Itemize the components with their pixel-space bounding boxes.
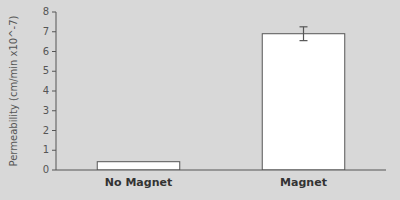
y-tick-label: 0 (43, 164, 49, 175)
y-tick (52, 91, 56, 92)
chart-container: 0 1 2 3 4 5 6 7 8 No Magnet Magnet Permeability (cm… (0, 0, 400, 200)
y-tick (52, 12, 56, 13)
y-tick (52, 51, 56, 52)
y-tick (52, 130, 56, 131)
x-tick-label: Magnet (280, 176, 327, 189)
y-tick (52, 150, 56, 151)
y-axis-line (56, 12, 57, 170)
y-axis-label: Permeability (cm/min x10^-7) (8, 15, 19, 166)
bars (97, 27, 345, 170)
chart-svg: 0 1 2 3 4 5 6 7 8 No Magnet Magnet Permeability (cm… (0, 0, 400, 200)
error-bar (300, 27, 308, 41)
y-tick-label: 8 (43, 6, 49, 17)
y-tick-label: 2 (43, 125, 49, 136)
error-bar-stem (303, 27, 304, 41)
y-tick (52, 71, 56, 72)
y-tick-label: 6 (43, 46, 49, 57)
x-tick-label: No Magnet (105, 176, 172, 189)
y-tick (52, 110, 56, 111)
y-tick-label: 3 (43, 105, 49, 116)
y-tick-label: 1 (43, 144, 49, 155)
y-tick-label: 7 (43, 26, 49, 37)
bar (262, 34, 345, 170)
y-tick (52, 31, 56, 32)
error-bar-cap (300, 26, 308, 27)
x-axis-line (56, 170, 386, 171)
error-bar-cap (300, 40, 308, 41)
y-tick-label: 4 (43, 85, 49, 96)
bar (97, 162, 180, 170)
y-tick (52, 170, 56, 171)
y-tick-label: 5 (43, 65, 49, 76)
